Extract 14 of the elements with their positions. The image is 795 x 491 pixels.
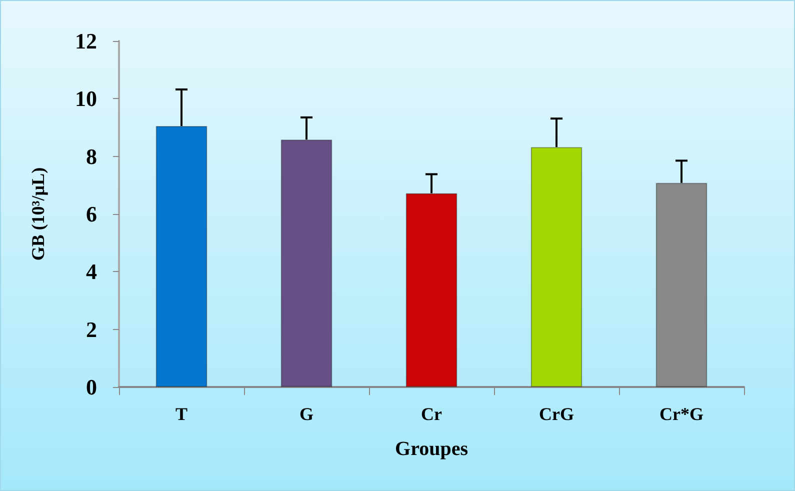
x-tick-label: G: [299, 404, 314, 424]
x-tick-label: CrG: [539, 404, 574, 424]
y-tick-label: 4: [86, 259, 97, 284]
y-tick-label: 6: [86, 202, 97, 226]
y-tick-label: 2: [86, 316, 97, 342]
y-axis-title: GB (10³/µL): [28, 167, 48, 261]
x-tick-label: T: [175, 404, 188, 424]
x-tick-label: Cr: [421, 404, 442, 424]
y-tick-label: 8: [86, 144, 97, 169]
x-axis-title: Groupes: [395, 438, 468, 460]
y-tick-label: 12: [75, 28, 97, 54]
y-tick-label: 0: [86, 374, 97, 400]
y-tick-label: 10: [75, 86, 97, 112]
x-tick-label: Cr*G: [660, 404, 704, 424]
